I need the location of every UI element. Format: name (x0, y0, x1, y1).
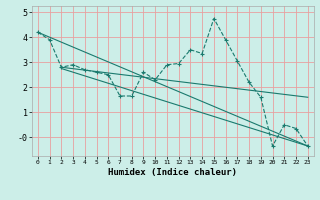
X-axis label: Humidex (Indice chaleur): Humidex (Indice chaleur) (108, 168, 237, 177)
